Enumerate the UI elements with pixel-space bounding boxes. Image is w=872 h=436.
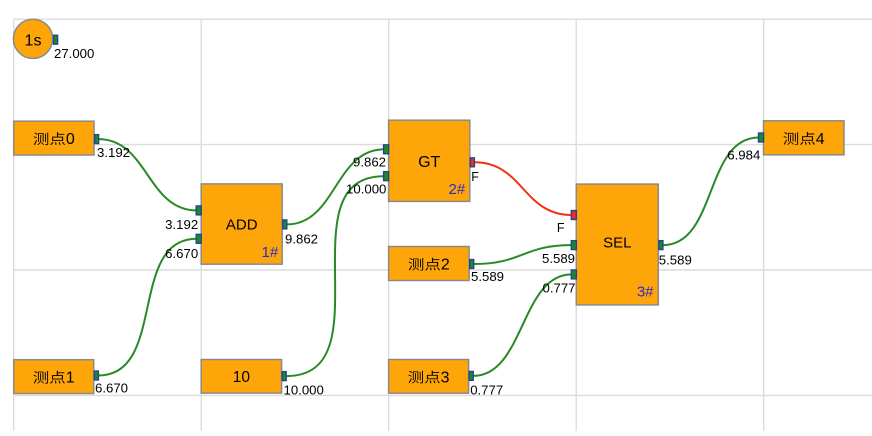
svg-text:F: F [557, 221, 565, 235]
svg-text:ADD: ADD [226, 217, 258, 234]
svg-text:0.777: 0.777 [542, 280, 575, 295]
svg-text:0: 0 [66, 131, 75, 148]
svg-text:5.589: 5.589 [471, 269, 504, 284]
svg-text:1#: 1# [262, 244, 279, 261]
svg-text:2#: 2# [449, 181, 466, 198]
svg-text:10.000: 10.000 [284, 382, 324, 397]
svg-text:5.589: 5.589 [659, 252, 692, 267]
svg-text:3.192: 3.192 [165, 217, 198, 232]
svg-text:F: F [471, 170, 479, 184]
svg-text:3#: 3# [637, 283, 654, 300]
svg-text:4: 4 [816, 131, 825, 148]
svg-text:10: 10 [233, 369, 251, 386]
svg-text:10.000: 10.000 [346, 182, 386, 197]
svg-text:5.589: 5.589 [542, 251, 575, 266]
svg-text:SEL: SEL [603, 235, 631, 252]
svg-text:6.984: 6.984 [727, 147, 760, 162]
svg-text:GT: GT [418, 154, 440, 171]
svg-text:3.192: 3.192 [97, 145, 130, 160]
svg-text:9.862: 9.862 [285, 232, 318, 247]
svg-text:6.670: 6.670 [165, 246, 198, 261]
svg-text:1s: 1s [25, 32, 42, 49]
svg-text:3: 3 [441, 369, 450, 386]
svg-text:27.000: 27.000 [54, 46, 94, 61]
svg-text:6.670: 6.670 [95, 381, 128, 396]
svg-text:9.862: 9.862 [353, 155, 386, 170]
svg-text:2: 2 [441, 256, 450, 273]
svg-text:1: 1 [66, 370, 75, 387]
svg-text:0.777: 0.777 [470, 383, 503, 398]
